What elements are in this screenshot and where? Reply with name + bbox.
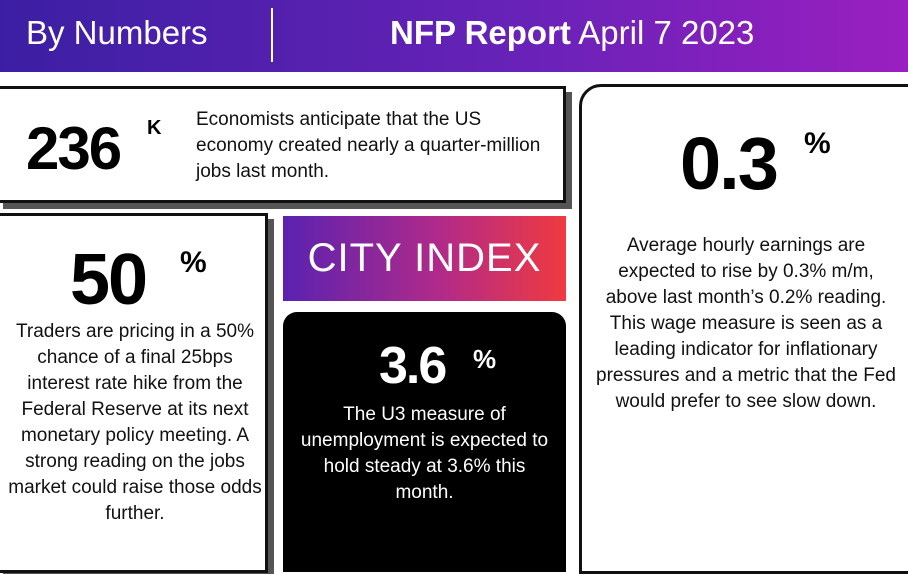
card-earnings: 0.3 % Average hourly earnings are expect… <box>579 84 908 574</box>
report-title: NFP Report April 7 2023 <box>390 14 754 52</box>
card-rate: 50 % Traders are pricing in a 50% chance… <box>0 213 268 573</box>
logo-text: CITY INDEX <box>307 236 542 280</box>
logo: CITY INDEX <box>283 216 566 301</box>
unit: % <box>180 246 207 279</box>
unit: % <box>804 127 831 160</box>
report-bold: NFP Report <box>390 14 571 51</box>
card-text: Economists anticipate that the US econom… <box>196 109 541 182</box>
divider <box>271 8 273 62</box>
header-title: By Numbers <box>26 14 208 51</box>
figure: 3.6 <box>379 337 447 395</box>
unit: % <box>473 344 497 374</box>
report-date: April 7 2023 <box>578 14 755 51</box>
card-text: Traders are pricing in a 50% chance of a… <box>8 321 262 524</box>
card-jobs: 236 K Economists anticipate that the US … <box>0 86 566 203</box>
figure: 0.3 <box>680 122 779 205</box>
figure: 50 <box>70 240 148 320</box>
unit: K <box>147 117 162 139</box>
figure: 236 <box>26 115 122 182</box>
card-unemployment: 3.6 % The U3 measure of unemployment is … <box>283 312 566 572</box>
card-text: The U3 measure of unemployment is expect… <box>300 404 549 503</box>
header: By Numbers NFP Report April 7 2023 <box>0 0 908 72</box>
card-text: Average hourly earnings are expected to … <box>596 235 896 412</box>
